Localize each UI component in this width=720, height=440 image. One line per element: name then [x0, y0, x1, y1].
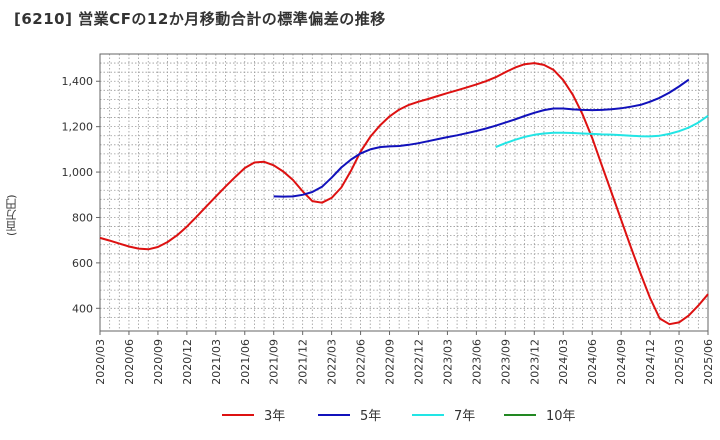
x-tick-label: 2021/12 [297, 339, 310, 385]
x-tick-label: 2024/09 [615, 339, 628, 385]
x-tick-label: 2024/03 [557, 339, 570, 385]
grid-lines [100, 54, 708, 331]
x-tick-label: 2022/12 [412, 339, 425, 385]
chart-title: [6210] 営業CFの12か月移動合計の標準偏差の推移 [14, 10, 386, 28]
x-tick-label: 2023/09 [499, 339, 512, 385]
x-tick-label: 2024/06 [586, 339, 599, 385]
y-tick-label: 1,200 [62, 121, 94, 134]
x-tick-label: 2023/12 [528, 339, 541, 385]
x-tick-label: 2022/06 [355, 339, 368, 385]
legend: 3年 5年 7年 10年 [222, 409, 576, 424]
y-tick-label: 1,400 [62, 75, 94, 88]
x-tick-label: 2020/09 [152, 339, 165, 385]
y-tick-label: 600 [72, 257, 93, 270]
x-tick-label: 2025/06 [702, 339, 715, 385]
x-tick-label: 2021/06 [239, 339, 252, 385]
legend-label-7年: 7年 [454, 409, 475, 424]
x-tick-label: 2020/12 [181, 339, 194, 385]
legend-label-3年: 3年 [264, 409, 285, 424]
x-tick-label: 2020/06 [123, 339, 136, 385]
x-tick-label: 2021/09 [268, 339, 281, 385]
x-axis-ticks: 2020/03 2020/06 2020/09 2020/12 2021/03 2021/… [94, 331, 715, 385]
x-tick-label: 2024/12 [644, 339, 657, 385]
x-tick-label: 2020/03 [94, 339, 107, 385]
legend-label-5年: 5年 [360, 409, 381, 424]
legend-label-10年: 10年 [546, 409, 576, 424]
x-tick-label: 2022/09 [384, 339, 397, 385]
y-tick-label: 800 [72, 211, 93, 224]
x-tick-label: 2025/03 [673, 339, 686, 385]
x-tick-label: 2022/03 [326, 339, 339, 385]
x-tick-label: 2021/03 [210, 339, 223, 385]
series-line-3年 [99, 62, 709, 326]
plot-area [99, 53, 709, 332]
series-lines [99, 62, 709, 326]
series-line-5年 [273, 78, 690, 198]
x-tick-label: 2023/06 [470, 339, 483, 385]
y-tick-label: 1,000 [62, 166, 94, 179]
y-tick-label: 400 [72, 302, 93, 315]
y-axis-ticks: 400 600 800 1,000 1,200 1,400 [62, 75, 100, 315]
x-tick-label: 2023/03 [441, 339, 454, 385]
series-line-7年 [495, 114, 709, 149]
